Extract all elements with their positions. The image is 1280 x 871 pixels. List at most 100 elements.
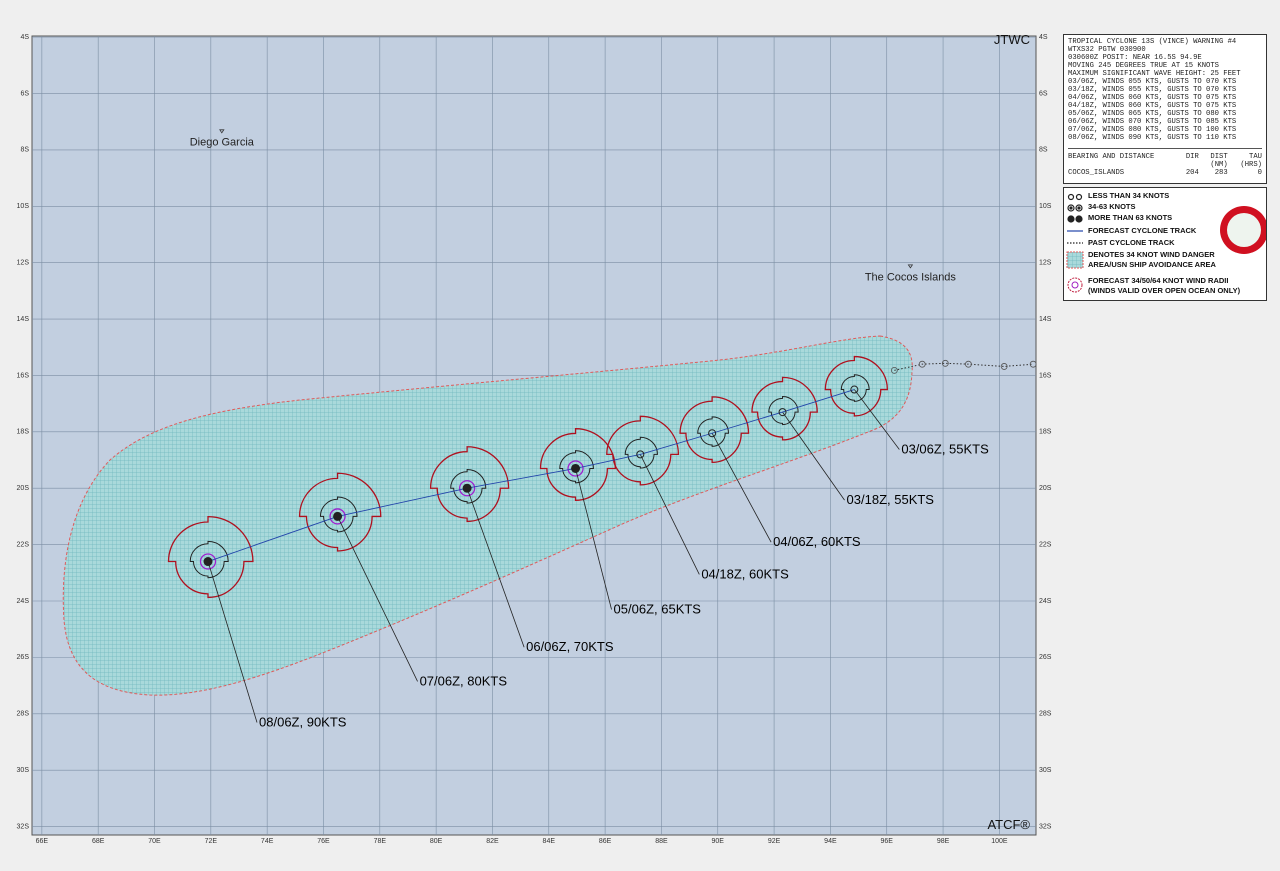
wind-radii-50 <box>319 496 358 533</box>
past-position <box>918 360 926 368</box>
table-cell <box>1175 161 1199 169</box>
table-cell: BEARING AND DISTANCE <box>1068 153 1155 161</box>
y-tick-label: 16S <box>17 372 30 379</box>
warning-line: MOVING 245 DEGREES TRUE AT 15 KNOTS <box>1068 62 1219 70</box>
forecast-label: 08/06Z, 90KTS <box>259 715 347 730</box>
forecast-label: 05/06Z, 65KTS <box>614 601 702 616</box>
legend-label: (WINDS VALID OVER OPEN OCEAN ONLY) <box>1088 286 1241 295</box>
leader-line <box>639 454 700 575</box>
warning-line: 04/06Z, WINDS 060 KTS, GUSTS TO 075 KTS <box>1068 94 1237 102</box>
warning-line: 07/06Z, WINDS 080 KTS, GUSTS TO 100 KTS <box>1068 126 1237 134</box>
x-tick-label: 66E <box>36 838 49 845</box>
table-cell: TAU <box>1249 153 1262 161</box>
past-position <box>1000 363 1008 370</box>
x-tick-label: 78E <box>374 838 387 845</box>
wind-radii-34 <box>298 472 382 552</box>
x-tick-label: 76E <box>317 838 330 845</box>
y-tick-label: 24S <box>17 598 30 605</box>
wind-radii-50 <box>189 540 229 579</box>
table-cell: DIST <box>1210 153 1228 161</box>
warning-line: 030600Z POSIT: NEAR 16.5S 94.9E <box>1068 54 1202 62</box>
x-tick-label: 98E <box>937 838 950 845</box>
past-position <box>1029 360 1037 368</box>
legend-label: FORECAST 34/50/64 KNOT WIND RADII <box>1088 276 1228 285</box>
x-tick-label: 72E <box>205 838 218 845</box>
y-tick-label: 22S <box>1039 541 1052 548</box>
x-tick-label: 94E <box>824 838 837 845</box>
y-tick-label: 4S <box>1039 34 1048 41</box>
warning-line: 03/06Z, WINDS 055 KTS, GUSTS TO 070 KTS <box>1068 78 1237 86</box>
x-tick-label: 86E <box>599 838 612 845</box>
wind-radii-34 <box>679 396 750 464</box>
table-cell: DIR <box>1185 153 1199 161</box>
x-tick-label: 80E <box>430 838 443 845</box>
wind-radii-50 <box>624 436 658 469</box>
y-tick-label: 20S <box>1039 485 1052 492</box>
legend-label: FORECAST CYCLONE TRACK <box>1088 226 1197 235</box>
y-tick-label: 30S <box>1039 767 1052 774</box>
storm-position <box>708 429 717 438</box>
wind-radii-34 <box>751 376 818 441</box>
legend: LESS THAN 34 KNOTS 34-63 KNOTS MORE THAN 6… <box>1063 187 1267 301</box>
forecast-label: 06/06Z, 70KTS <box>526 639 614 654</box>
wind-radii-64 <box>567 460 584 477</box>
y-tick-label: 18S <box>1039 429 1052 436</box>
leader-line <box>337 516 418 682</box>
wind-radii-50 <box>450 469 487 504</box>
past-position <box>965 360 972 368</box>
past-track <box>894 362 1034 371</box>
legend-label: PAST CYCLONE TRACK <box>1088 238 1175 247</box>
x-tick-label: 92E <box>768 838 781 845</box>
table-cell: 283 <box>1214 169 1228 177</box>
warning-line: TROPICAL CYCLONE 13S (VINCE) WARNING #4 <box>1068 38 1237 46</box>
x-tick-label: 68E <box>92 838 105 845</box>
x-tick-label: 96E <box>881 838 894 845</box>
x-tick-label: 90E <box>712 838 725 845</box>
storm-position <box>778 408 787 417</box>
legend-label: MORE THAN 63 KNOTS <box>1088 213 1172 222</box>
table-cell: (NM) <box>1210 161 1228 169</box>
forecast-label: 03/06Z, 55KTS <box>901 442 989 457</box>
y-tick-label: 28S <box>1039 711 1052 718</box>
legend-swatch <box>1066 251 1084 269</box>
storm-position <box>333 511 343 521</box>
wind-radii-34 <box>606 415 680 486</box>
x-tick-label: 100E <box>991 838 1008 845</box>
warning-line: WTXS32 PGTW 030900 <box>1068 46 1146 54</box>
leader-line <box>854 389 900 450</box>
place-name: Diego Garcia <box>190 136 255 148</box>
distance-table: BEARING AND DISTANCE DIR DIST TAU (NM) (HRS) C… <box>1068 153 1262 177</box>
y-tick-label: 20S <box>17 485 30 492</box>
storm-position <box>203 557 213 567</box>
y-tick-label: 8S <box>20 147 29 154</box>
leader-line <box>711 433 772 543</box>
leader-line <box>782 411 845 501</box>
warning-line: 06/06Z, WINDS 070 KTS, GUSTS TO 085 KTS <box>1068 118 1237 126</box>
table-cell: (HRS) <box>1240 161 1262 169</box>
wind-radii-34 <box>539 428 616 501</box>
y-tick-label: 18S <box>17 429 30 436</box>
corner-label: JTWC <box>994 32 1030 47</box>
past-position <box>890 366 898 374</box>
table-cell <box>1068 161 1175 169</box>
wind-radii-50 <box>840 374 870 402</box>
leader-line <box>207 561 258 723</box>
forecast-label: 04/18Z, 60KTS <box>701 566 789 581</box>
wind-radii-34 <box>824 355 889 417</box>
y-tick-label: 16S <box>1039 372 1052 379</box>
legend-label: AREA/USN SHIP AVOIDANCE AREA <box>1088 260 1217 269</box>
y-tick-label: 30S <box>17 767 30 774</box>
warning-line: 04/18Z, WINDS 060 KTS, GUSTS TO 075 KTS <box>1068 102 1237 110</box>
x-tick-label: 88E <box>655 838 668 845</box>
legend-swatch <box>1067 277 1083 293</box>
table-cell: 204 <box>1185 169 1199 177</box>
legend-label: 34-63 KNOTS <box>1088 202 1136 211</box>
warning-line: 08/06Z, WINDS 090 KTS, GUSTS TO 110 KTS <box>1068 134 1237 142</box>
storm-position <box>571 463 581 473</box>
legend-swatch <box>1071 281 1079 289</box>
map: 66E 68E 70E 72E 74E 76E 78E 80E 82E 84E 86E 88E 90E 9… <box>17 32 1052 845</box>
wind-radii-34 <box>429 446 510 523</box>
separator <box>1068 148 1262 149</box>
y-tick-label: 6S <box>1039 90 1048 97</box>
table-cell: COCOS_ISLANDS <box>1068 169 1125 177</box>
